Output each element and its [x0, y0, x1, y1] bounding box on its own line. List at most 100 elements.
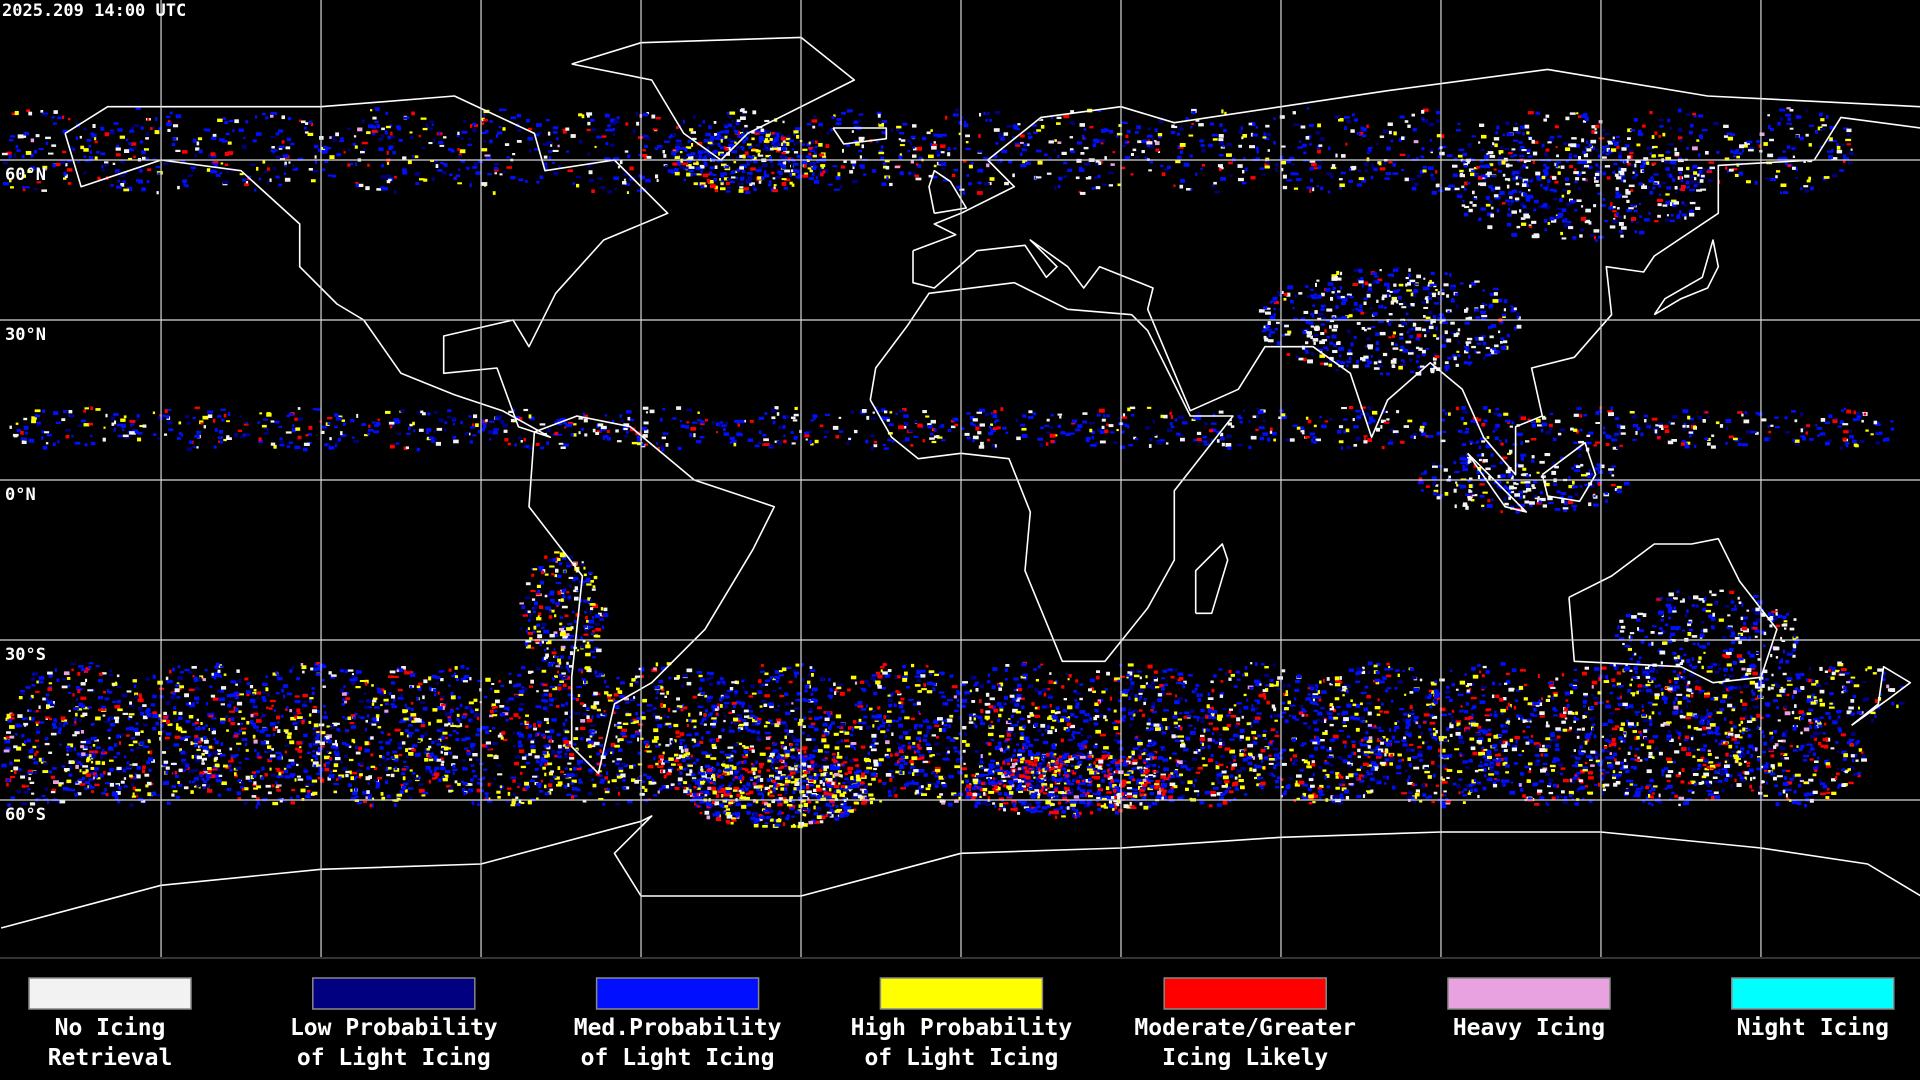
icing-pixel	[116, 791, 121, 795]
icing-pixel	[777, 704, 780, 707]
icing-pixel	[21, 802, 27, 806]
icing-pixel	[708, 180, 714, 184]
icing-pixel	[9, 425, 12, 429]
icing-pixel	[1059, 755, 1065, 759]
icing-pixel	[388, 147, 393, 151]
icing-pixel	[596, 135, 602, 139]
icing-pixel	[283, 694, 286, 699]
icing-pixel	[809, 707, 813, 711]
icing-pixel	[906, 780, 912, 783]
icing-pixel	[342, 716, 345, 719]
icing-pixel	[301, 120, 306, 124]
icing-pixel	[1034, 706, 1040, 710]
icing-pixel	[179, 685, 184, 689]
icing-pixel	[76, 698, 79, 701]
icing-pixel	[636, 717, 642, 721]
icing-pixel	[943, 757, 950, 761]
icing-pixel	[336, 778, 339, 781]
icing-pixel	[973, 722, 976, 725]
icing-pixel	[200, 773, 203, 777]
icing-pixel	[487, 800, 493, 803]
icing-pixel	[1037, 665, 1041, 669]
icing-pixel	[739, 701, 746, 706]
icing-pixel	[1003, 770, 1008, 773]
icing-pixel	[714, 165, 718, 169]
icing-pixel	[962, 749, 966, 753]
icing-pixel	[128, 715, 133, 719]
icing-pixel	[806, 777, 812, 782]
icing-pixel	[349, 678, 354, 682]
icing-pixel	[257, 691, 262, 695]
icing-pixel	[1060, 765, 1065, 769]
icing-pixel	[747, 710, 753, 713]
icing-pixel	[907, 742, 911, 745]
icing-pixel	[859, 164, 865, 168]
icing-pixel	[593, 691, 598, 696]
icing-pixel	[497, 131, 503, 135]
icing-pixel	[196, 430, 201, 434]
icing-pixel	[898, 704, 904, 709]
icing-pixel	[828, 678, 831, 682]
icing-pixel	[409, 131, 413, 134]
icing-pixel	[48, 152, 54, 155]
icing-pixel	[879, 724, 885, 728]
icing-pixel	[326, 147, 332, 150]
icing-pixel	[953, 695, 957, 699]
icing-pixel	[317, 667, 323, 671]
icing-pixel	[855, 764, 860, 768]
icing-pixel	[631, 764, 636, 767]
icing-pixel	[596, 762, 603, 766]
icing-pixel	[902, 676, 908, 680]
icing-pixel	[535, 733, 539, 737]
icing-pixel	[66, 745, 71, 749]
icing-pixel	[401, 785, 407, 790]
icing-pixel	[36, 680, 40, 684]
icing-pixel	[990, 759, 996, 762]
icing-pixel	[502, 423, 509, 428]
icing-pixel	[267, 745, 272, 749]
icing-pixel	[811, 119, 818, 123]
icing-pixel	[688, 718, 692, 722]
icing-pixel	[455, 677, 459, 682]
icing-pixel	[887, 710, 892, 713]
icing-pixel	[786, 733, 790, 736]
icing-pixel	[468, 718, 473, 723]
icing-pixel	[351, 738, 355, 743]
icing-pixel	[548, 693, 552, 697]
icing-pixel	[151, 712, 158, 717]
icing-pixel	[663, 154, 667, 158]
icing-pixel	[762, 433, 767, 437]
icing-pixel	[117, 786, 121, 789]
icing-pixel	[114, 719, 119, 724]
icing-pixel	[629, 698, 635, 701]
icing-pixel	[217, 689, 222, 693]
icing-pixel	[109, 723, 116, 727]
icing-pixel	[224, 715, 229, 719]
icing-pixel	[347, 163, 351, 167]
icing-pixel	[331, 136, 335, 140]
icing-pixel	[148, 796, 152, 800]
icing-pixel	[535, 705, 542, 709]
icing-pixel	[991, 705, 996, 710]
icing-pixel	[486, 747, 491, 750]
icing-pixel	[389, 124, 393, 128]
icing-pixel	[729, 436, 735, 440]
icing-pixel	[918, 786, 924, 790]
icing-pixel	[463, 791, 467, 795]
icing-pixel	[487, 430, 494, 434]
icing-pixel	[353, 135, 357, 138]
icing-pixel	[371, 421, 376, 424]
icing-pixel	[774, 723, 780, 728]
icing-pixel	[809, 754, 816, 758]
icing-pixel	[403, 446, 408, 450]
icing-pixel	[334, 739, 337, 744]
icing-pixel	[916, 163, 919, 166]
icing-pixel	[270, 420, 275, 423]
icing-pixel	[341, 767, 347, 771]
icing-pixel	[6, 151, 12, 156]
icing-pixel	[1013, 724, 1019, 727]
icing-pixel	[288, 161, 291, 164]
icing-pixel	[496, 415, 503, 418]
icing-pixel	[401, 768, 406, 771]
icing-pixel	[305, 794, 311, 799]
